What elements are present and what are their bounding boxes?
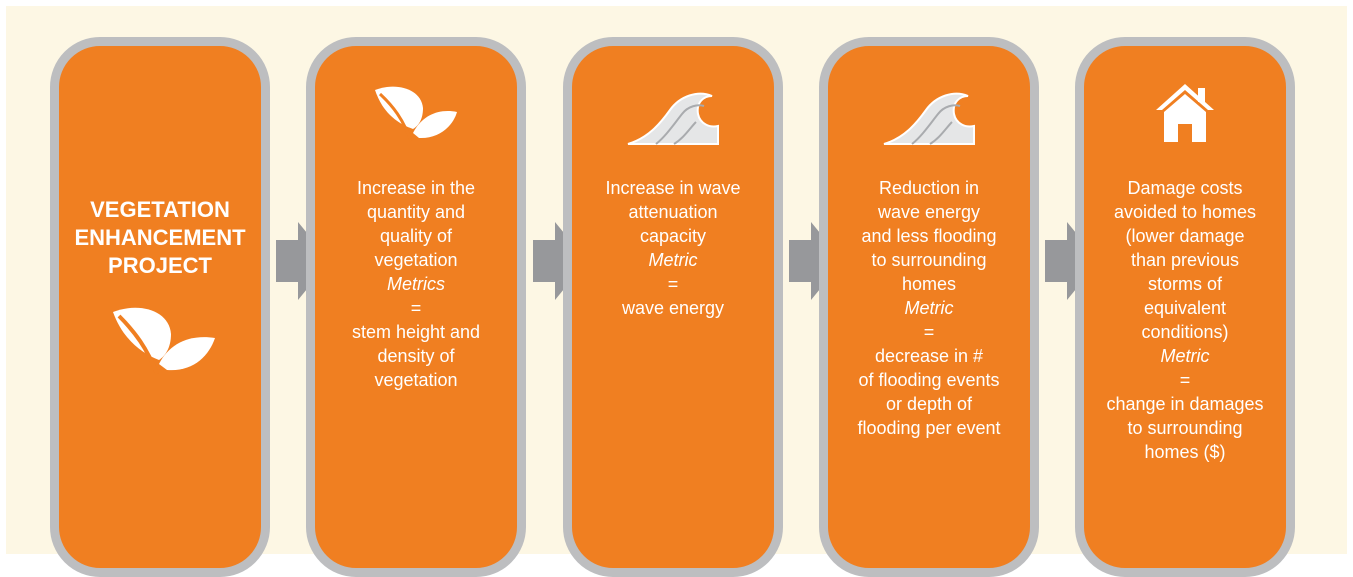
card-flooding-reduction: Reduction in wave energy and less floodi… [819,37,1039,577]
metric-label: Metrics [387,274,445,294]
metric-value: wave energy [621,298,725,318]
metric-label: Metric [904,298,954,318]
metric-label: Metric [1160,346,1210,366]
metric-value: stem height and density of vegetation [351,322,481,390]
arrow-icon [533,222,587,300]
equals-sign: = [923,322,935,342]
project-title: VEGETATION ENHANCEMENT PROJECT [74,197,246,278]
arrow-icon [276,222,330,300]
card-vegetation-enhancement-project: VEGETATION ENHANCEMENT PROJECT [50,37,270,577]
leaf-icon [375,86,457,142]
card-text: Increase in the quantity and quality of … [319,176,513,392]
card-wave-attenuation: Increase in wave attenuation capacity Me… [563,37,783,577]
metric-label: Metric [648,250,698,270]
wave-icon [883,92,975,145]
description: Damage costs avoided to homes (lower dam… [1113,178,1257,342]
wave-icon [627,92,719,145]
metric-value: decrease in # of flooding events or dept… [857,346,1001,438]
equals-sign: = [667,274,679,294]
equals-sign: = [1179,370,1191,390]
card-text: Damage costs avoided to homes (lower dam… [1088,176,1282,464]
card-vegetation-increase: Increase in the quantity and quality of … [306,37,526,577]
card-text: Increase in wave attenuation capacity Me… [576,176,770,320]
description: Increase in wave attenuation capacity [605,178,741,246]
card-damage-costs-avoided: Damage costs avoided to homes (lower dam… [1075,37,1295,577]
card-text: Reduction in wave energy and less floodi… [832,176,1026,440]
description: Reduction in wave energy and less floodi… [861,178,997,294]
description: Increase in the quantity and quality of … [356,178,476,270]
arrow-icon [789,222,843,300]
metric-value: change in damages to surrounding homes (… [1106,394,1264,462]
home-icon [1156,84,1214,142]
arrow-icon [1045,222,1099,300]
leaf-icon [113,307,215,375]
equals-sign: = [410,298,422,318]
